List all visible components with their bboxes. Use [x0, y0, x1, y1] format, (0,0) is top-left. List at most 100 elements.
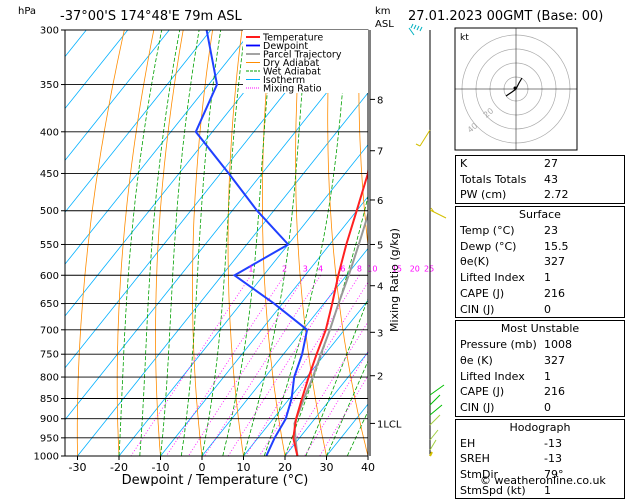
hpa-label: hPa	[18, 6, 36, 17]
pressure-tick-label: 600	[40, 271, 59, 282]
table-row: PW (cm) 2.72	[456, 187, 624, 203]
dry-adiabat-line	[193, 30, 213, 456]
surface-value: 216	[544, 286, 620, 302]
index-value: 2.72	[544, 187, 620, 203]
pressure-tick-label: 450	[40, 169, 59, 180]
surface-label: Temp (°C)	[460, 223, 515, 239]
mu-value: 1008	[544, 337, 620, 353]
isotherm-line	[36, 30, 377, 456]
legend-label: Mixing Ratio	[263, 84, 322, 95]
table-row: Dewp (°C) 15.5	[456, 239, 624, 255]
wind-barb-400	[416, 130, 430, 146]
km-tick-label: 8	[377, 95, 383, 106]
mu-label: CAPE (J)	[460, 384, 504, 400]
index-label: PW (cm)	[460, 187, 506, 203]
index-value: 27	[544, 156, 620, 172]
mixing-ratio-label: 2	[282, 264, 287, 273]
wind-barbs	[409, 24, 446, 456]
wind-barb-925	[430, 415, 440, 450]
hodo-value: 1	[544, 483, 620, 499]
isotherm-line	[0, 30, 128, 456]
surface-label: CIN (J)	[460, 302, 494, 318]
isotherm-line	[78, 30, 419, 456]
mu-label: Lifted Index	[460, 369, 525, 385]
most-unstable-title: Most Unstable	[456, 321, 624, 337]
km-tick-label: 3	[377, 328, 383, 339]
wind-barb-850	[430, 385, 444, 415]
asl-label: ASL	[375, 19, 394, 30]
table-row: EH -13	[456, 436, 624, 452]
pressure-tick-label: 300	[40, 26, 59, 37]
hodo-value: -13	[544, 436, 620, 452]
surface-section: Surface Temp (°C)23 Dewp (°C)15.5 θe(K)3…	[455, 206, 625, 318]
wet-adiabat-line	[119, 30, 162, 456]
table-row: θe (K)327	[456, 353, 624, 369]
x-axis-label: Dewpoint / Temperature (°C)	[122, 473, 309, 486]
km-tick-label: 4	[377, 282, 383, 293]
table-row: SREH-13	[456, 451, 624, 467]
mu-value: 0	[544, 400, 620, 416]
isotherm-line	[0, 30, 211, 456]
dry-adiabat-line	[117, 30, 154, 456]
surface-value: 0	[544, 302, 620, 318]
isotherm-line	[0, 30, 169, 456]
mu-label: CIN (J)	[460, 400, 494, 416]
hodo-label: EH	[460, 436, 475, 452]
mixing-ratio-label: 10	[367, 264, 377, 273]
mixing-ratio-label: 1	[248, 264, 253, 273]
table-row: CIN (J) 0	[456, 400, 624, 416]
mu-label: Pressure (mb)	[460, 337, 537, 353]
plot-frame	[65, 30, 368, 456]
table-row: K 27	[456, 156, 624, 172]
dry-adiabat-line	[228, 30, 244, 456]
pressure-tick-label: 350	[40, 80, 59, 91]
mu-value: 1	[544, 369, 620, 385]
surface-value: 15.5	[544, 239, 620, 255]
mixing-ratio-label: 6	[340, 264, 345, 273]
wet-adiabat-line	[202, 30, 245, 456]
hodograph-storm-marker	[514, 87, 517, 90]
isotherm-line	[0, 30, 252, 456]
km-tick-label: 6	[377, 196, 383, 207]
dry-adiabat-line	[328, 30, 368, 456]
mixing-ratio-line	[228, 275, 343, 456]
pressure-tick-label: 950	[40, 433, 59, 444]
mu-value: 216	[544, 384, 620, 400]
pressure-tick-label: 500	[40, 206, 59, 217]
wind-barb-500	[430, 208, 446, 218]
table-row: StmSpd (kt)1	[456, 483, 624, 499]
km-tick-label: 2	[377, 372, 383, 383]
pressure-tick-label: 700	[40, 325, 59, 336]
mixing-ratio-line	[205, 275, 321, 456]
km-label: km	[375, 6, 391, 17]
table-row: CAPE (J)216	[456, 286, 624, 302]
temperature-tick-label: 30	[320, 461, 334, 474]
pressure-tick-label: 750	[40, 350, 59, 361]
index-label: K	[460, 156, 467, 172]
km-tick-label: 1LCL	[377, 419, 402, 430]
mixing-ratio-line	[320, 275, 429, 456]
mixing-ratio-label: 8	[357, 264, 362, 273]
table-row: Temp (°C) 23	[456, 223, 624, 239]
temperature-tick-label: -30	[69, 461, 87, 474]
mixing-ratio-label: 25	[424, 264, 434, 273]
surface-label: Dewp (°C)	[460, 239, 516, 255]
isobar-lines	[65, 30, 368, 456]
mu-label: θe (K)	[460, 353, 493, 369]
pressure-tick-label: 400	[40, 127, 59, 138]
hodo-value: -13	[544, 451, 620, 467]
surface-value: 23	[544, 223, 620, 239]
mixing-ratio-line	[166, 275, 284, 456]
mixing-ratio-label: 20	[410, 264, 420, 273]
datetime-title: 27.01.2023 00GMT (Base: 00)	[408, 9, 603, 24]
surface-label: Lifted Index	[460, 270, 525, 286]
surface-label: θe(K)	[460, 254, 489, 270]
